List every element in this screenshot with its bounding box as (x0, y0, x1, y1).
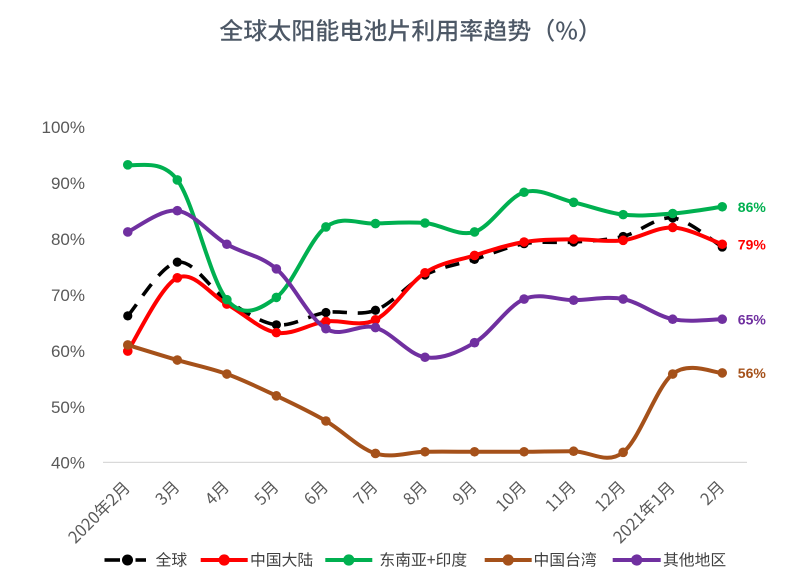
svg-text:100%: 100% (42, 118, 85, 137)
svg-text:50%: 50% (51, 398, 85, 417)
svg-text:86%: 86% (738, 199, 767, 215)
svg-text:80%: 80% (51, 230, 85, 249)
svg-text:79%: 79% (738, 236, 767, 252)
svg-text:56%: 56% (738, 365, 767, 381)
svg-text:60%: 60% (51, 342, 85, 361)
svg-text:65%: 65% (738, 311, 767, 327)
svg-text:40%: 40% (51, 454, 85, 473)
svg-text:70%: 70% (51, 286, 85, 305)
svg-text:90%: 90% (51, 174, 85, 193)
